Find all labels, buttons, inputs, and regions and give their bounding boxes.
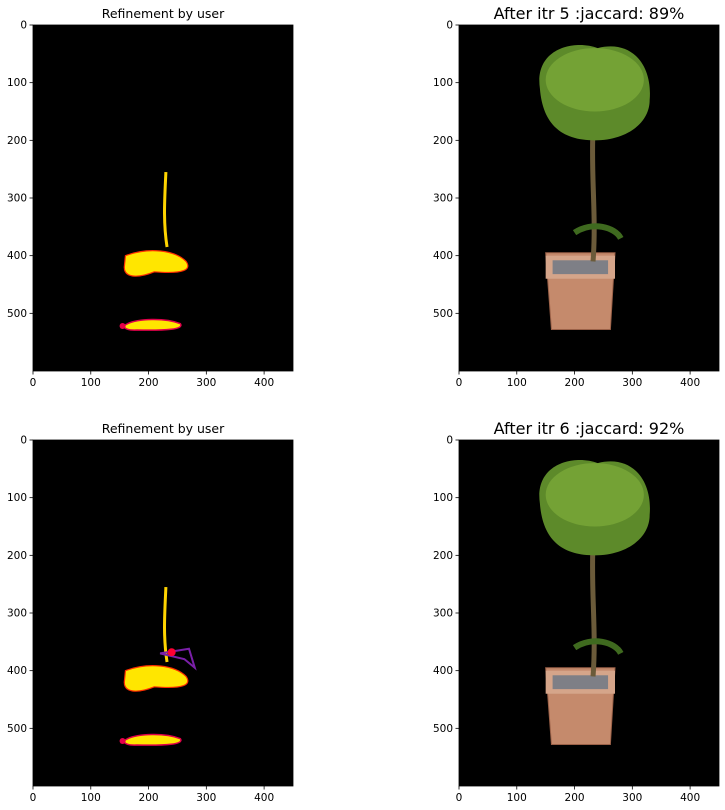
x-tick-label: 200 <box>565 792 585 804</box>
x-tick-label: 0 <box>30 792 37 804</box>
axes: 0 100 200 300 400 0 100 200 300 400 500 <box>7 435 294 804</box>
x-tick-label: 200 <box>139 377 159 389</box>
foliage-highlight <box>545 48 644 112</box>
panel-title: After itr 5 :jaccard: 89% <box>493 4 685 23</box>
y-tick-label: 200 <box>433 135 453 147</box>
y-tick-label: 400 <box>433 250 453 262</box>
y-tick-label: 500 <box>433 723 453 735</box>
panel-title: Refinement by user <box>101 6 225 21</box>
y-tick-label: 300 <box>7 193 27 205</box>
panel-result-itr6: After itr 6 :jaccard: 92% 0 100 200 300 400 0… <box>433 419 720 804</box>
x-tick-label: 400 <box>680 377 700 389</box>
x-tick-label: 100 <box>81 377 101 389</box>
y-tick-label: 500 <box>7 723 27 735</box>
y-tick-label: 0 <box>446 435 453 447</box>
x-tick-label: 400 <box>680 792 700 804</box>
x-tick-label: 400 <box>254 792 274 804</box>
x-tick-label: 0 <box>456 377 463 389</box>
refinement-scribbles <box>119 171 189 331</box>
y-tick-label: 300 <box>433 193 453 205</box>
lower-scribble <box>123 733 182 746</box>
y-tick-label: 200 <box>433 550 453 562</box>
red-scribble-mark <box>119 323 126 330</box>
y-tick-label: 0 <box>20 435 27 447</box>
y-tick-label: 100 <box>433 492 453 504</box>
panel-title: Refinement by user <box>101 421 225 436</box>
x-tick-label: 300 <box>622 377 642 389</box>
x-tick-label: 200 <box>139 792 159 804</box>
panel-refinement-itr5: Refinement by user 0 100 200 300 400 0 100 200 3… <box>7 6 294 389</box>
y-tick-label: 400 <box>7 665 27 677</box>
stem-scribble <box>163 171 169 248</box>
x-tick-label: 0 <box>30 377 37 389</box>
x-tick-label: 300 <box>622 792 642 804</box>
panel-result-itr5: After itr 5 :jaccard: 89% 0 100 200 300 400 0… <box>433 4 720 389</box>
image-background <box>33 440 293 786</box>
image-background <box>33 25 293 371</box>
y-tick-label: 500 <box>433 308 453 320</box>
y-tick-label: 0 <box>446 20 453 32</box>
pot-stones <box>552 675 609 690</box>
x-tick-label: 300 <box>196 792 216 804</box>
y-tick-label: 100 <box>7 492 27 504</box>
y-tick-label: 200 <box>7 550 27 562</box>
lower-scribble <box>123 318 182 331</box>
y-tick-label: 100 <box>7 77 27 89</box>
trunk <box>589 128 597 262</box>
x-tick-label: 400 <box>254 377 274 389</box>
x-tick-label: 300 <box>196 377 216 389</box>
y-tick-label: 300 <box>7 608 27 620</box>
x-tick-label: 100 <box>81 792 101 804</box>
base-leaves <box>572 223 624 241</box>
y-tick-label: 400 <box>7 250 27 262</box>
base-leaves <box>572 638 624 656</box>
y-tick-label: 300 <box>433 608 453 620</box>
red-scribble-mark <box>167 648 176 657</box>
panel-refinement-itr6: Refinement by user 0 100 200 300 400 0 100 200 3… <box>7 421 294 804</box>
trunk <box>589 543 597 677</box>
x-tick-label: 0 <box>456 792 463 804</box>
axes: 0 100 200 300 400 0 100 200 300 400 500 <box>433 20 720 389</box>
upper-scribble <box>123 250 189 277</box>
panel-title: After itr 6 :jaccard: 92% <box>493 419 685 438</box>
segmented-plant <box>539 460 650 745</box>
purple-scribble <box>159 647 197 671</box>
x-tick-label: 200 <box>565 377 585 389</box>
y-tick-label: 200 <box>7 135 27 147</box>
red-scribble-mark <box>119 738 126 745</box>
refinement-scribbles <box>119 586 197 746</box>
pot-stones <box>552 260 609 275</box>
y-tick-label: 400 <box>433 665 453 677</box>
axes: 0 100 200 300 400 0 100 200 300 400 500 <box>433 435 720 804</box>
axes: 0 100 200 300 400 0 100 200 300 400 500 <box>7 20 294 389</box>
x-tick-label: 100 <box>507 377 527 389</box>
segmented-plant <box>539 45 650 330</box>
upper-scribble <box>123 665 189 692</box>
y-tick-label: 100 <box>433 77 453 89</box>
y-tick-label: 500 <box>7 308 27 320</box>
y-tick-label: 0 <box>20 20 27 32</box>
x-tick-label: 100 <box>507 792 527 804</box>
foliage-highlight <box>545 463 644 527</box>
